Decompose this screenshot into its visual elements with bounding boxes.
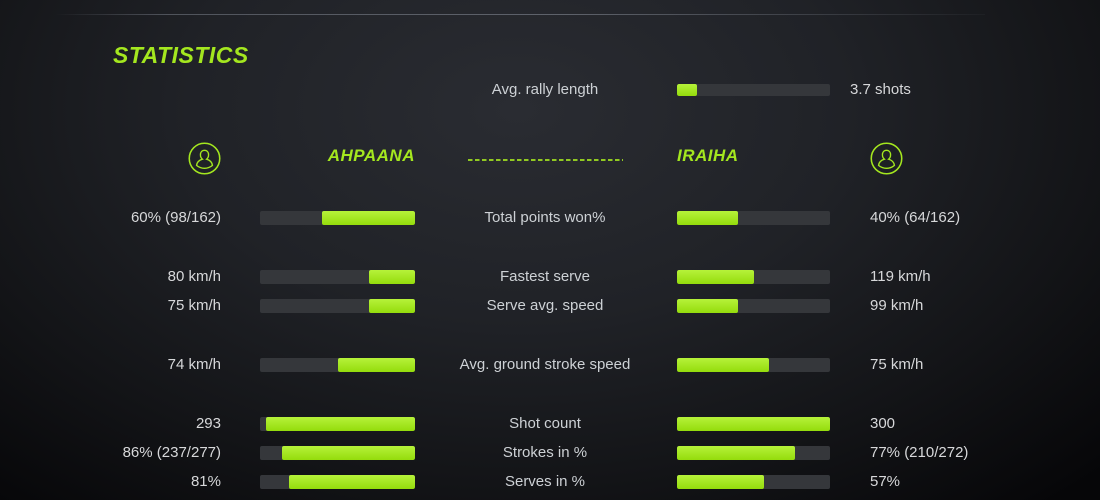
stat-right-value: 40% (64/162) (870, 209, 961, 226)
stat-right-bar-fill (677, 417, 830, 431)
stat-row: 86% (237/277) Strokes in % 77% (210/272) (0, 444, 1100, 461)
stat-row: 80 km/h Fastest serve 119 km/h (0, 268, 1100, 285)
page-title: STATISTICS (113, 42, 249, 68)
rally-label: Avg. rally length (491, 81, 599, 98)
players-divider (468, 159, 623, 161)
stat-label: Shot count (509, 415, 581, 432)
stat-left-bar (260, 211, 415, 225)
stat-label: Total points won% (484, 209, 606, 226)
stat-left-bar (260, 475, 415, 489)
stat-row: 75 km/h Serve avg. speed 99 km/h (0, 297, 1100, 314)
stat-right-bar-fill (677, 270, 754, 284)
player-right-name: IRAIHA (677, 146, 739, 165)
stat-right-value: 300 (870, 415, 896, 432)
stat-left-value: 75 km/h (167, 297, 221, 314)
stat-left-value: 86% (237/277) (122, 444, 221, 461)
stat-right-bar (677, 270, 830, 284)
stat-left-bar-fill (289, 475, 415, 489)
stat-left-bar-fill (368, 270, 415, 284)
stat-left-bar (260, 270, 415, 284)
stat-right-bar-fill (677, 446, 795, 460)
stat-row: 74 km/h Avg. ground stroke speed 75 km/h (0, 356, 1100, 373)
stat-right-value: 75 km/h (870, 356, 924, 373)
stat-left-bar (260, 358, 415, 372)
stat-left-bar (260, 417, 415, 431)
stat-left-bar (260, 446, 415, 460)
stat-row: 81% Serves in % 57% (0, 473, 1100, 490)
stat-right-bar (677, 475, 830, 489)
user-icon (870, 142, 903, 175)
stat-left-bar-fill (281, 446, 415, 460)
stat-row: 60% (98/162) Total points won% 40% (64/1… (0, 209, 1100, 226)
stat-left-value: 74 km/h (167, 356, 221, 373)
stat-left-value: 80 km/h (167, 268, 221, 285)
stat-left-bar-fill (337, 358, 415, 372)
stat-left-bar (260, 299, 415, 313)
stat-left-bar-fill (368, 299, 415, 313)
stat-right-bar (677, 446, 830, 460)
stat-right-bar-fill (677, 475, 765, 489)
stat-right-bar (677, 299, 830, 313)
top-divider (55, 14, 985, 15)
stat-label: Avg. ground stroke speed (459, 356, 631, 373)
stat-right-bar-fill (677, 299, 739, 313)
stat-left-value: 60% (98/162) (130, 209, 221, 226)
stat-left-bar-fill (266, 417, 415, 431)
stat-label: Strokes in % (502, 444, 588, 461)
stat-right-value: 99 km/h (870, 297, 924, 314)
stat-label: Fastest serve (499, 268, 591, 285)
stat-left-value: 81% (190, 473, 221, 490)
player-left-name: AHPAANA (327, 146, 415, 165)
rally-value: 3.7 shots (850, 81, 911, 98)
stat-right-bar (677, 358, 830, 372)
stat-label: Serve avg. speed (486, 297, 604, 314)
stat-right-bar-fill (677, 358, 769, 372)
rally-bar-fill (677, 84, 697, 96)
stat-right-value: 57% (870, 473, 901, 490)
stat-right-bar (677, 417, 830, 431)
user-icon (188, 142, 221, 175)
stat-right-value: 119 km/h (870, 268, 931, 285)
stat-left-bar-fill (322, 211, 415, 225)
stat-left-value: 293 (195, 415, 221, 432)
stat-right-value: 77% (210/272) (870, 444, 969, 461)
stat-row: 293 Shot count 300 (0, 415, 1100, 432)
rally-bar (677, 84, 830, 96)
stat-right-bar (677, 211, 830, 225)
stat-right-bar-fill (677, 211, 739, 225)
stat-label: Serves in % (504, 473, 586, 490)
